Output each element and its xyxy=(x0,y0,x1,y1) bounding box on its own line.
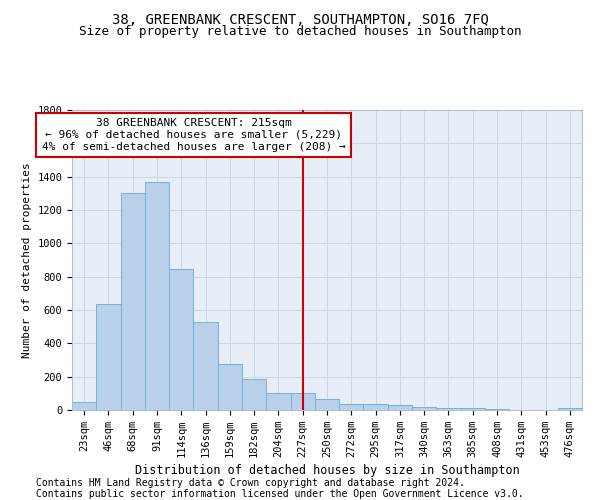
Bar xyxy=(364,404,388,410)
Bar xyxy=(461,408,485,410)
Bar xyxy=(242,379,266,410)
Bar xyxy=(558,408,582,410)
Text: Contains HM Land Registry data © Crown copyright and database right 2024.: Contains HM Land Registry data © Crown c… xyxy=(36,478,465,488)
Text: Size of property relative to detached houses in Southampton: Size of property relative to detached ho… xyxy=(79,25,521,38)
Bar xyxy=(388,406,412,410)
X-axis label: Distribution of detached houses by size in Southampton: Distribution of detached houses by size … xyxy=(134,464,520,477)
Bar xyxy=(412,406,436,410)
Bar xyxy=(121,192,145,410)
Bar xyxy=(218,364,242,410)
Bar xyxy=(315,399,339,410)
Text: 38, GREENBANK CRESCENT, SOUTHAMPTON, SO16 7FQ: 38, GREENBANK CRESCENT, SOUTHAMPTON, SO1… xyxy=(112,12,488,26)
Bar xyxy=(290,392,315,410)
Bar xyxy=(193,322,218,410)
Y-axis label: Number of detached properties: Number of detached properties xyxy=(22,162,32,358)
Bar xyxy=(485,409,509,410)
Bar xyxy=(436,408,461,410)
Bar xyxy=(145,182,169,410)
Text: 38 GREENBANK CRESCENT: 215sqm
← 96% of detached houses are smaller (5,229)
4% of: 38 GREENBANK CRESCENT: 215sqm ← 96% of d… xyxy=(41,118,346,152)
Bar xyxy=(339,404,364,410)
Bar xyxy=(96,304,121,410)
Text: Contains public sector information licensed under the Open Government Licence v3: Contains public sector information licen… xyxy=(36,489,524,499)
Bar xyxy=(169,269,193,410)
Bar xyxy=(72,402,96,410)
Bar xyxy=(266,392,290,410)
